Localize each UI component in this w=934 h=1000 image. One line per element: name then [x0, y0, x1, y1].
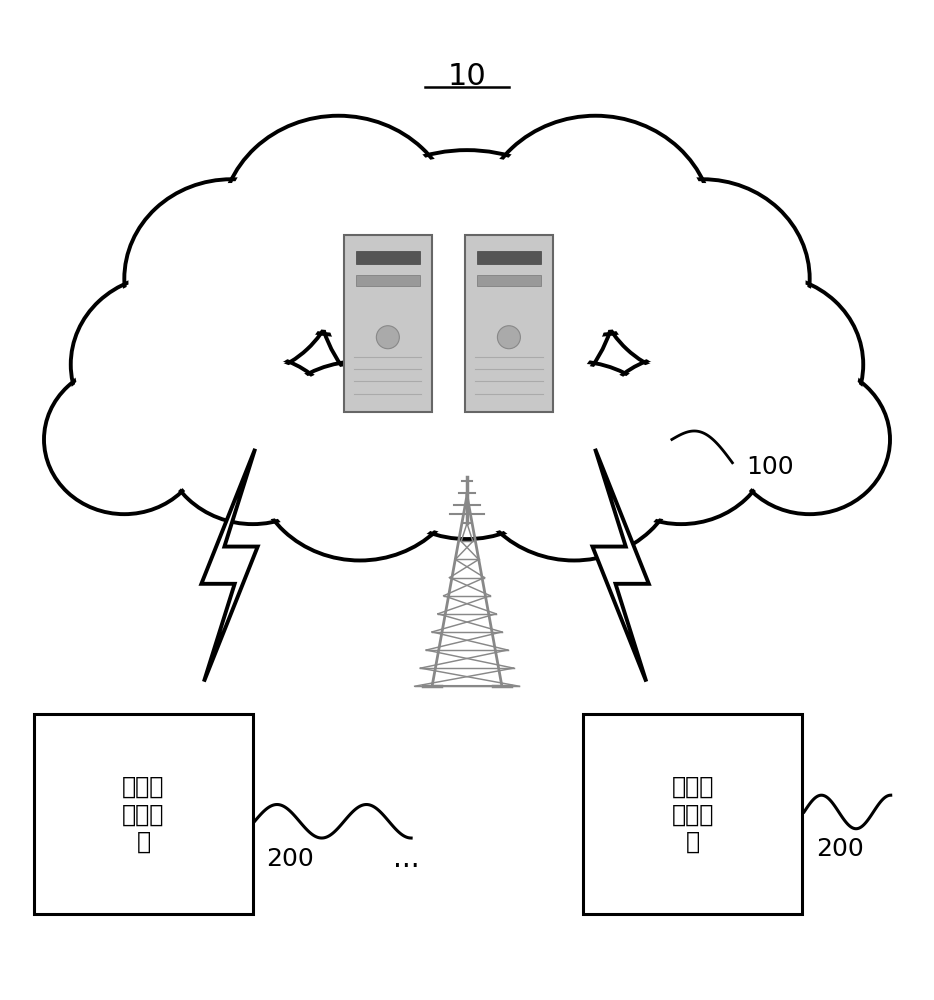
Ellipse shape: [364, 344, 570, 535]
FancyBboxPatch shape: [344, 235, 432, 412]
FancyBboxPatch shape: [356, 275, 419, 286]
Ellipse shape: [162, 355, 344, 524]
FancyBboxPatch shape: [584, 714, 802, 914]
Ellipse shape: [257, 365, 463, 557]
Ellipse shape: [128, 183, 334, 375]
Ellipse shape: [729, 365, 890, 514]
Ellipse shape: [124, 179, 338, 378]
Ellipse shape: [590, 355, 772, 524]
Text: 10: 10: [447, 62, 487, 91]
Circle shape: [376, 326, 400, 349]
Ellipse shape: [471, 365, 677, 557]
Ellipse shape: [44, 365, 205, 514]
Ellipse shape: [467, 361, 681, 560]
Ellipse shape: [596, 179, 810, 378]
Text: 区块链
验证系
统: 区块链 验证系 统: [672, 774, 714, 854]
Ellipse shape: [674, 278, 859, 451]
Ellipse shape: [47, 368, 202, 511]
Ellipse shape: [253, 361, 467, 560]
Ellipse shape: [600, 183, 806, 375]
Text: 200: 200: [266, 847, 314, 871]
Polygon shape: [202, 449, 258, 682]
Text: 100: 100: [746, 455, 794, 479]
Polygon shape: [592, 449, 649, 682]
Circle shape: [498, 326, 520, 349]
Ellipse shape: [732, 368, 887, 511]
Text: 200: 200: [816, 837, 864, 861]
Ellipse shape: [165, 358, 340, 521]
Text: 区块链
验证系
统: 区块链 验证系 统: [122, 774, 164, 854]
Ellipse shape: [220, 116, 457, 335]
Ellipse shape: [323, 155, 611, 424]
Text: ...: ...: [392, 845, 419, 873]
Ellipse shape: [671, 275, 863, 454]
Ellipse shape: [594, 358, 769, 521]
Ellipse shape: [71, 275, 263, 454]
FancyBboxPatch shape: [477, 275, 541, 286]
Ellipse shape: [360, 340, 574, 539]
FancyBboxPatch shape: [477, 251, 541, 264]
Ellipse shape: [477, 116, 714, 335]
Ellipse shape: [482, 120, 709, 331]
FancyBboxPatch shape: [34, 714, 253, 914]
Ellipse shape: [225, 120, 452, 331]
FancyBboxPatch shape: [465, 235, 553, 412]
Ellipse shape: [75, 278, 260, 451]
FancyBboxPatch shape: [356, 251, 419, 264]
Ellipse shape: [317, 150, 617, 429]
